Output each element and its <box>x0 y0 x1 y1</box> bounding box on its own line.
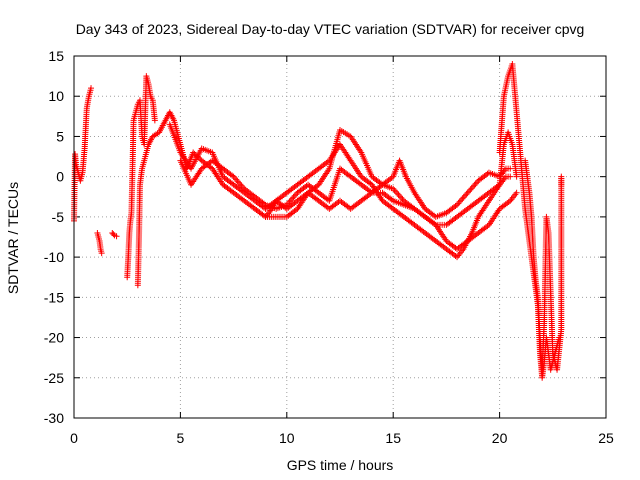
y-tick-label: 5 <box>56 128 64 144</box>
data-point-marker <box>513 173 520 180</box>
x-tick-label: 15 <box>385 430 401 446</box>
data-point-marker <box>513 189 520 196</box>
series-track-b <box>94 229 105 257</box>
series-track-g <box>177 157 514 228</box>
data-point-marker <box>558 181 565 188</box>
x-axis-label: GPS time / hours <box>287 457 394 473</box>
data-point-marker <box>507 173 514 180</box>
y-tick-label: 15 <box>48 48 64 64</box>
data-point-marker <box>190 149 197 156</box>
y-tick-label: -30 <box>44 410 64 426</box>
x-tick-label: 10 <box>279 430 295 446</box>
y-tick-label: -20 <box>44 330 64 346</box>
y-tick-label: 10 <box>48 88 64 104</box>
data-points <box>71 61 565 381</box>
data-point-marker <box>507 165 514 172</box>
x-tick-label: 0 <box>70 430 78 446</box>
y-axis-label: SDTVAR / TECUs <box>5 182 21 294</box>
y-tick-label: -15 <box>44 289 64 305</box>
series-track-f <box>166 121 514 220</box>
data-point-marker <box>151 117 158 124</box>
data-point-marker <box>88 85 95 92</box>
series-track-d <box>124 73 158 281</box>
x-tick-label: 20 <box>492 430 508 446</box>
series-track-c <box>109 229 120 240</box>
chart-title: Day 343 of 2023, Sidereal Day-to-day VTE… <box>76 21 585 37</box>
y-tick-label: -25 <box>44 370 64 386</box>
y-tick-label: 0 <box>56 169 64 185</box>
x-tick-label: 25 <box>598 430 614 446</box>
series-track-j <box>522 157 565 373</box>
data-point-marker <box>113 233 120 240</box>
data-point-marker <box>110 231 117 238</box>
y-tick-label: -5 <box>52 209 65 225</box>
data-point-marker <box>98 250 105 257</box>
y-tick-label: -10 <box>44 249 64 265</box>
plot-frame <box>73 55 607 419</box>
series-track-h <box>262 189 520 253</box>
x-tick-label: 5 <box>177 430 185 446</box>
